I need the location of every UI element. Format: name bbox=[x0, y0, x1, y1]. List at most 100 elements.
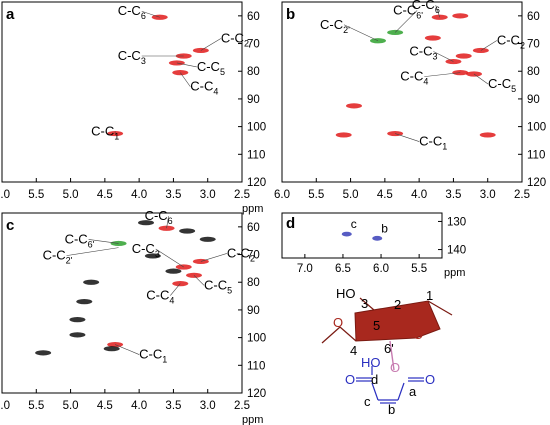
panel-c-leader-line bbox=[170, 283, 181, 296]
panel-a-x-axis-label: ppm bbox=[242, 203, 263, 215]
panel-a-x-tick-label: 3.5 bbox=[165, 189, 181, 201]
panel-b-x-ticks: 6.0 5.5 5.0 4.5 4.0 3.5 3.0 2.5 bbox=[274, 178, 530, 201]
panel-c-y-tick-label: 80 bbox=[247, 277, 260, 289]
carbon-b-label: b bbox=[388, 402, 395, 417]
atom-number-5: 5 bbox=[373, 318, 380, 333]
pyranose-ring bbox=[354, 300, 441, 342]
panel-b-annotation: C-C3 bbox=[409, 44, 437, 62]
chemical-structure: HO 3 2 1 5 4 6' O O O HO O O d a c b bbox=[321, 286, 453, 417]
panel-b-label: b bbox=[286, 6, 295, 23]
carbon-a-label: a bbox=[409, 384, 417, 399]
panel-c-label: c bbox=[6, 217, 14, 234]
panel-c-peak bbox=[83, 279, 100, 285]
panel-b-annotation: C-C2' bbox=[320, 17, 350, 35]
panel-c-y-tick-label: 70 bbox=[247, 250, 260, 262]
panel-b-x-tick-label: 3.0 bbox=[480, 189, 496, 201]
panel-c-y-tick-label: 120 bbox=[247, 388, 266, 400]
panel-a-x-tick-label: 4.0 bbox=[131, 189, 147, 201]
panel-c-peak bbox=[165, 268, 182, 274]
panel-c-x-tick-label: 6.0 bbox=[0, 400, 10, 412]
panel-a-y-tick-label: 100 bbox=[247, 122, 266, 134]
panel-a-chart: a C-C6 C-C2 C-C3 C-C5 C-C4 C-C1 6.0 5.5 5.0 4.5 4… bbox=[0, 1, 266, 215]
panel-c-x-tick-label: 2.5 bbox=[234, 400, 250, 412]
panel-c-leader-line bbox=[88, 239, 119, 244]
panel-c-peak bbox=[35, 350, 52, 356]
panel-c-peak bbox=[69, 317, 86, 323]
carbon-d-label: d bbox=[371, 372, 378, 387]
panel-b-annotation: C-C1 bbox=[419, 134, 447, 152]
panel-b-annotation: C-C5 bbox=[488, 76, 516, 94]
panel-c-peak bbox=[144, 253, 161, 259]
panel-a-x-tick-label: 5.0 bbox=[63, 189, 79, 201]
panel-a-annotation: C-C5 bbox=[197, 59, 225, 77]
panel-d-peak bbox=[341, 231, 352, 237]
panel-c-leader-line bbox=[155, 248, 184, 268]
ester-oxygen-label: O bbox=[390, 360, 400, 375]
panel-d-x-tick-label: 7.0 bbox=[297, 263, 313, 275]
panel-b-peak bbox=[424, 35, 441, 41]
panel-b-annotations: C-C6C-C6' C-C2' C-C2 C-C3 C-C4 C-C5 C-C1 bbox=[320, 0, 525, 152]
panel-c-leader-line bbox=[115, 344, 140, 355]
panel-c-annotation: C-C6 bbox=[145, 208, 173, 226]
panel-c-y-tick-label: 90 bbox=[247, 305, 260, 317]
panel-d-x-tick-label: 5.5 bbox=[411, 263, 427, 275]
panel-a-leader-line bbox=[141, 10, 160, 18]
panel-c-leaders bbox=[66, 216, 227, 355]
panel-c-leader-line bbox=[200, 253, 227, 262]
panel-a-annotation: C-C6 bbox=[118, 3, 146, 21]
panel-b-y-tick-label: 60 bbox=[527, 11, 540, 23]
hydroxyl-label: HO bbox=[336, 286, 356, 301]
panel-c-annotation: C-C6' bbox=[65, 231, 95, 249]
panel-a-annotation: C-C3 bbox=[118, 48, 146, 66]
panel-c-chart: c C-C6 C-C2'C-C6' C-C2 C-C3 C-C5 C-C4 C-C1 6.0… bbox=[0, 208, 266, 425]
panel-d-x-tick-label: 6.0 bbox=[373, 263, 389, 275]
panel-a-x-ticks: 6.0 5.5 5.0 4.5 4.0 3.5 3.0 2.5 bbox=[0, 178, 250, 201]
panel-d-x-tick-label: 6.5 bbox=[335, 263, 351, 275]
panel-a-x-tick-label: 4.5 bbox=[97, 189, 113, 201]
panel-a-frame bbox=[1, 1, 243, 183]
ring-oxygen-label: O bbox=[413, 327, 423, 342]
panel-b-y-tick-label: 110 bbox=[527, 149, 545, 161]
panel-b-peak bbox=[479, 132, 496, 138]
panel-c-y-tick-label: 60 bbox=[247, 222, 260, 234]
panel-c-peak bbox=[69, 332, 86, 338]
panel-c-peak bbox=[199, 236, 216, 242]
panel-b-leader-line bbox=[343, 24, 379, 42]
panel-b-x-tick-label: 5.0 bbox=[343, 189, 359, 201]
panel-a-y-tick-label: 90 bbox=[247, 94, 260, 106]
atom-number-6prime: 6' bbox=[384, 341, 394, 356]
panel-c-x-tick-label: 5.5 bbox=[28, 400, 44, 412]
panel-a-annotations: C-C6 C-C2 C-C3 C-C5 C-C4 C-C1 bbox=[91, 3, 249, 141]
panel-a-annotation: C-C1 bbox=[91, 124, 119, 142]
panel-c-annotation: C-C1 bbox=[139, 347, 167, 365]
panel-d-frame bbox=[281, 212, 443, 259]
panel-c-leader-line bbox=[166, 216, 169, 229]
atom-number-1: 1 bbox=[426, 288, 433, 303]
panel-b-leader-line bbox=[424, 72, 461, 77]
panel-b-peak bbox=[452, 13, 469, 19]
panel-c-annotations: C-C6 C-C2'C-C6' C-C2 C-C3 C-C5 C-C4 C-C1 bbox=[43, 208, 255, 364]
panel-b-peak bbox=[346, 103, 362, 109]
panel-c-annotation: C-C5 bbox=[204, 277, 232, 295]
carbon-c-label: c bbox=[364, 394, 371, 409]
panel-a-annotation: C-C2 bbox=[221, 30, 249, 48]
panel-c-peak bbox=[179, 228, 196, 234]
panel-c-peaks bbox=[35, 220, 216, 356]
panel-b-y-tick-label: 90 bbox=[527, 94, 540, 106]
panel-b-y-tick-label: 120 bbox=[527, 177, 546, 189]
panel-b-chart: b C-C6C-C6' C-C2' C-C2 C-C3 C-C4 C-C5 C-C1 6.0… bbox=[274, 0, 546, 201]
panel-d-y-tick-label: 130 bbox=[447, 216, 466, 228]
panel-c-x-tick-label: 5.0 bbox=[63, 400, 79, 412]
panel-a-x-tick-label: 5.5 bbox=[28, 189, 44, 201]
panel-a-annotation: C-C4 bbox=[190, 79, 218, 97]
panel-c-peak bbox=[76, 299, 93, 305]
c1-methyl-bond bbox=[427, 300, 453, 316]
panel-b-leader-line bbox=[433, 51, 454, 62]
c4-methoxy-bond bbox=[339, 326, 357, 342]
panel-b-y-tick-label: 70 bbox=[527, 39, 540, 51]
panel-c-leader-line bbox=[193, 275, 205, 286]
atom-number-3: 3 bbox=[361, 296, 368, 311]
panel-c-x-ticks: 6.0 5.5 5.0 4.5 4.0 3.5 3.0 2.5 bbox=[0, 389, 250, 412]
